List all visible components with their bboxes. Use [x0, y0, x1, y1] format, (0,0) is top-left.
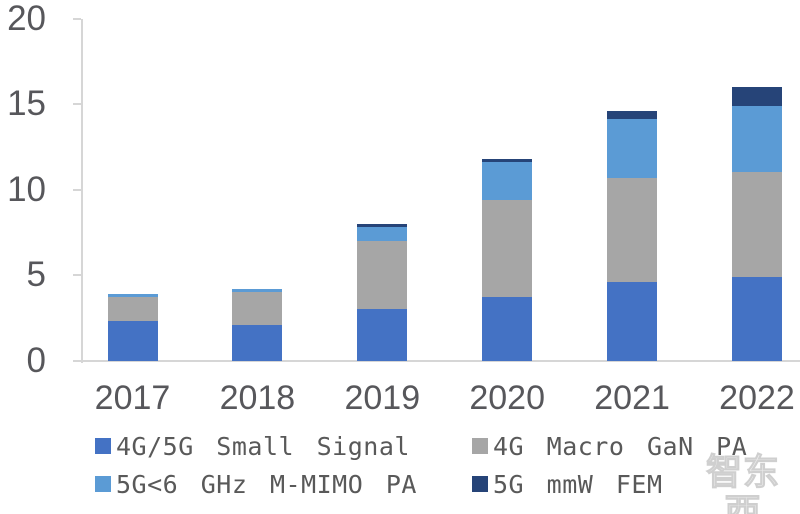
bar-segment-series-0 [482, 297, 533, 361]
y-tick-mark [73, 17, 81, 20]
bar-segment-series-1 [357, 240, 408, 310]
bar-2022 [732, 86, 782, 361]
y-tick-mark [73, 103, 81, 105]
bar-segment-series-1 [732, 172, 782, 277]
bar-segment-series-0 [232, 324, 283, 361]
bar-segment-series-0 [107, 321, 158, 361]
x-axis-label: 2019 [344, 379, 421, 417]
legend-item: 5G mmW FEM [472, 467, 663, 501]
legend-label: 5G<6 GHz M-MIMO PA [116, 469, 417, 499]
x-axis-label: 2020 [469, 379, 545, 417]
x-axis-label: 2022 [719, 379, 795, 417]
legend-item: 4G Macro GaN PA [472, 429, 747, 463]
legend-label: 4G Macro GaN PA [493, 431, 748, 461]
legend-swatch [95, 476, 111, 492]
bar-segment-series-3 [357, 223, 408, 228]
y-tick-label: 5 [26, 255, 46, 294]
x-axis-line [81, 359, 800, 362]
bar-segment-series-3 [482, 158, 533, 163]
bar-segment-series-2 [482, 162, 533, 200]
legend-item: 5G<6 GHz M-MIMO PA [95, 467, 417, 501]
y-tick-label: 20 [7, 0, 46, 38]
bar-2021 [607, 110, 658, 361]
x-axis-label: 2018 [219, 379, 296, 417]
legend-label: 5G mmW FEM [493, 469, 663, 499]
y-tick-label: 0 [26, 340, 46, 380]
y-axis-line [81, 18, 83, 363]
legend-swatch [472, 476, 488, 492]
bar-2017 [107, 293, 158, 361]
bar-2020 [482, 158, 533, 361]
x-axis-label: 2017 [94, 379, 171, 417]
legend-item: 4G/5G Small Signal [95, 429, 410, 463]
bar-segment-series-3 [607, 110, 658, 120]
bar-segment-series-2 [357, 227, 408, 241]
bar-segment-series-1 [607, 177, 658, 282]
bar-segment-series-0 [607, 281, 658, 361]
x-axis-label: 2021 [594, 379, 670, 417]
bar-segment-series-2 [732, 105, 782, 173]
bar-segment-series-0 [732, 276, 782, 361]
y-tick-mark [73, 359, 81, 362]
y-tick-label: 15 [7, 84, 46, 123]
bar-segment-series-2 [607, 119, 658, 178]
legend-swatch [472, 438, 488, 454]
y-tick-label: 10 [7, 169, 46, 209]
bar-segment-series-2 [232, 288, 283, 293]
legend-label: 4G/5G Small Signal [116, 431, 410, 461]
bar-segment-series-3 [732, 86, 782, 106]
y-tick-mark [73, 274, 81, 276]
legend-swatch [95, 438, 111, 454]
bar-segment-series-1 [232, 292, 283, 325]
bar-segment-series-0 [357, 309, 408, 361]
bar-segment-series-1 [482, 199, 533, 298]
bar-2019 [357, 223, 408, 361]
y-tick-mark [73, 188, 81, 191]
bar-2018 [232, 288, 283, 361]
bar-segment-series-1 [107, 297, 158, 322]
bar-segment-series-2 [107, 293, 158, 298]
